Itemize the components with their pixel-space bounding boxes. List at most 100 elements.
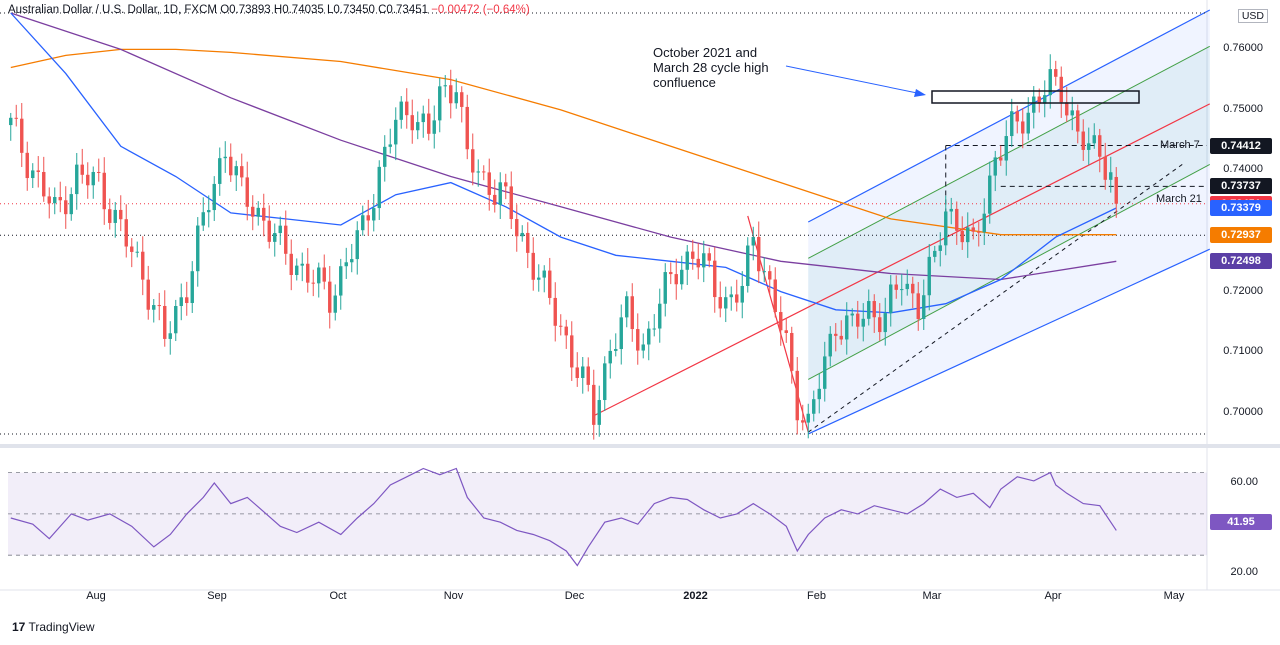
candle-body xyxy=(498,182,502,205)
candle-body xyxy=(366,215,370,221)
time-axis-label: Sep xyxy=(207,590,227,602)
candle-body xyxy=(900,289,904,291)
currency-badge[interactable]: USD xyxy=(1237,9,1268,23)
candle-body xyxy=(966,227,970,243)
march21-note: March 21 xyxy=(1156,193,1202,205)
candle-body xyxy=(20,118,24,153)
candle-body xyxy=(592,384,596,425)
candle-body xyxy=(999,157,1003,161)
time-axis-label: Dec xyxy=(564,590,585,602)
candle-body xyxy=(240,166,244,178)
candle-body xyxy=(872,301,876,318)
time-axis-label: 2022 xyxy=(683,590,708,602)
candle-body xyxy=(1109,172,1113,180)
rsi-value-tag: 41.95 xyxy=(1210,514,1272,530)
candle-body xyxy=(289,253,293,275)
candle-body xyxy=(157,305,161,307)
candle-body xyxy=(245,177,249,207)
price-axis-label: 0.74000 xyxy=(1223,163,1263,176)
regression-channel-fill xyxy=(808,10,1210,434)
time-axis-label: May xyxy=(1163,590,1185,602)
candle-body xyxy=(663,272,667,304)
candle-body xyxy=(97,171,101,173)
candle-body xyxy=(636,329,640,351)
candle-body xyxy=(801,420,805,423)
candle-body xyxy=(597,400,601,425)
candle-body xyxy=(14,117,18,119)
candle-body xyxy=(471,149,475,173)
candle-body xyxy=(922,295,926,319)
price-tag: 0.74412 xyxy=(1210,137,1272,154)
candle-body xyxy=(685,251,689,270)
candle-body xyxy=(619,317,623,350)
candle-body xyxy=(421,113,425,123)
candle-body xyxy=(702,253,706,268)
candle-body xyxy=(344,262,348,267)
candle-body xyxy=(867,301,871,319)
candle-body xyxy=(691,251,695,259)
candle-body xyxy=(559,325,563,327)
candle-body xyxy=(168,333,172,339)
inner-channel-fill xyxy=(808,46,1210,380)
candle-body xyxy=(1032,96,1036,113)
candle-body xyxy=(680,269,684,285)
candle-body xyxy=(113,209,117,223)
candle-body xyxy=(102,172,106,210)
candle-body xyxy=(124,219,128,247)
candle-body xyxy=(64,200,68,215)
cycle-high-annotation: October 2021 and March 28 cycle high con… xyxy=(653,45,769,90)
candle-body xyxy=(603,363,607,401)
sma-50-line xyxy=(10,12,1117,314)
candle-body xyxy=(828,333,832,357)
candle-body xyxy=(383,146,387,167)
rsi-axis-label-20: 20.00 xyxy=(1230,566,1258,578)
candle-body xyxy=(262,207,266,221)
candle-body xyxy=(1043,95,1047,104)
candle-body xyxy=(515,219,519,237)
channel-lower-line xyxy=(807,248,1211,435)
candle-body xyxy=(410,115,414,131)
candle-body xyxy=(509,186,513,220)
candle-body xyxy=(438,86,442,121)
channel-median-line xyxy=(593,103,1211,417)
candle-body xyxy=(630,296,634,330)
candle-body xyxy=(762,271,766,273)
candle-body xyxy=(993,157,997,176)
candle-body xyxy=(806,413,810,423)
candle-body xyxy=(91,171,95,186)
candle-body xyxy=(284,225,288,254)
time-axis-label: Feb xyxy=(807,590,826,602)
candle-body xyxy=(548,270,552,298)
price-tag: 0.73737 xyxy=(1210,178,1272,195)
candle-body xyxy=(1026,112,1030,134)
candle-body xyxy=(883,313,887,333)
candle-body xyxy=(1059,76,1063,103)
candle-body xyxy=(388,144,392,147)
candle-body xyxy=(779,312,783,331)
candle-body xyxy=(350,259,354,263)
annotation-arrowhead xyxy=(914,89,926,97)
candle-body xyxy=(878,317,882,333)
candle-body xyxy=(724,297,728,309)
candle-body xyxy=(306,263,310,283)
candle-body xyxy=(845,315,849,340)
candle-body xyxy=(696,258,700,268)
candle-body xyxy=(746,245,750,286)
price-axis-label: 0.75000 xyxy=(1223,102,1263,115)
candle-body xyxy=(889,284,893,314)
tradingview-logo[interactable]: 17 TradingView xyxy=(12,620,95,634)
candle-body xyxy=(850,313,854,316)
time-axis-label: Nov xyxy=(443,590,464,602)
candle-body xyxy=(834,333,838,336)
candle-body xyxy=(1076,110,1080,132)
candle-body xyxy=(652,328,656,330)
candle-body xyxy=(190,271,194,304)
candle-body xyxy=(454,92,458,104)
channel-inner-lower-line xyxy=(808,163,1210,380)
candle-body xyxy=(894,284,898,290)
candle-body xyxy=(1021,121,1025,134)
annotation-line-2: March 28 cycle high xyxy=(653,60,769,75)
candle-body xyxy=(267,220,271,242)
candle-body xyxy=(69,194,73,215)
